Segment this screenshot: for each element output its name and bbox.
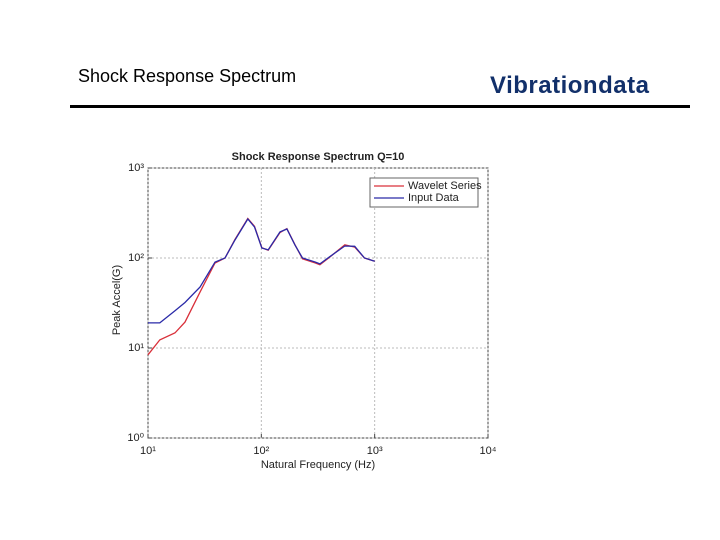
brand: Vibrationdata [490,72,650,99]
x-tick-label: 10¹ [140,445,156,457]
divider [70,105,690,108]
x-axis-label: Natural Frequency (Hz) [261,459,375,471]
plot-area [147,167,489,439]
legend-label: Input Data [408,192,460,204]
y-axis-label: Peak Accel(G) [111,265,123,335]
x-tick-label: 10³ [367,445,383,457]
x-tick-label: 10⁴ [480,445,497,457]
y-tick-label: 10² [128,252,144,264]
slide-title: Shock Response Spectrum [78,66,297,86]
line-series [148,217,375,324]
legend-box [369,177,479,208]
chart-title: Shock Response Spectrum Q=10 [232,151,405,163]
y-tick-label: 10⁰ [127,432,144,444]
legend-label: Wavelet Series [408,180,482,192]
x-tick-label: 10² [253,445,269,457]
y-tick-label: 10¹ [128,342,144,354]
y-tick-label: 10³ [128,162,144,174]
